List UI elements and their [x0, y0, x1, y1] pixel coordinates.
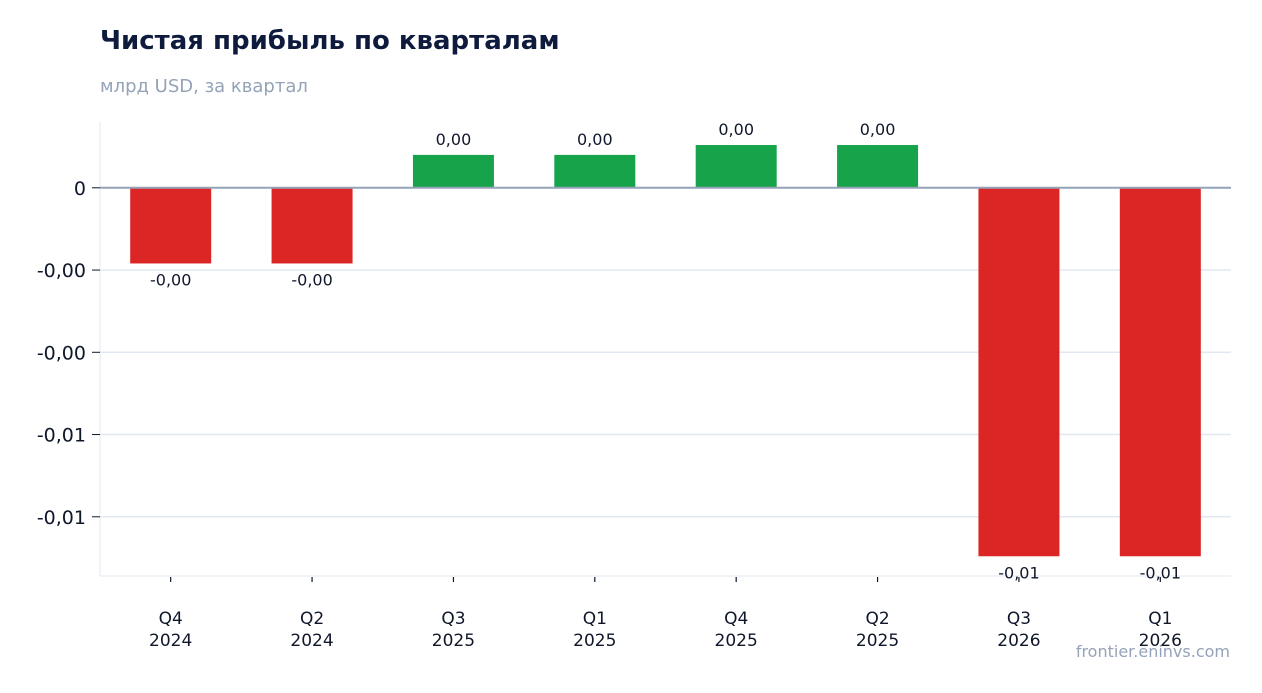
- y-tick-label: -0,00: [37, 342, 86, 364]
- x-tick-label-year: 2026: [997, 631, 1040, 651]
- x-tick-label-year: 2024: [290, 631, 333, 651]
- y-tick-label: -0,00: [37, 260, 86, 282]
- data-label: -0,01: [1140, 563, 1181, 582]
- bar: [837, 145, 919, 188]
- x-tick-label-year: 2025: [573, 631, 616, 651]
- chart-title: Чистая прибыль по кварталам: [100, 26, 560, 56]
- x-tick-label-quarter: Q1: [583, 609, 607, 629]
- x-tick-label-quarter: Q2: [300, 609, 324, 629]
- x-tick-label-year: 2025: [715, 631, 758, 651]
- x-tick-label-quarter: Q4: [724, 609, 748, 629]
- data-label: 0,00: [718, 120, 754, 139]
- y-tick-label: -0,01: [37, 507, 86, 529]
- x-tick-label-quarter: Q4: [159, 609, 183, 629]
- bar: [130, 187, 212, 264]
- source-label: frontier.eninvs.com: [1075, 642, 1230, 661]
- data-label: -0,00: [150, 270, 191, 289]
- x-tick-label-year: 2024: [149, 631, 192, 651]
- y-tick-label: -0,01: [37, 425, 86, 447]
- data-label: 0,00: [860, 120, 896, 139]
- x-tick-label-quarter: Q3: [441, 609, 465, 629]
- bar: [271, 187, 353, 264]
- data-label: -0,00: [291, 270, 332, 289]
- bar: [412, 154, 494, 188]
- bar: [978, 187, 1060, 557]
- data-label: 0,00: [436, 130, 472, 149]
- x-tick-label-year: 2025: [432, 631, 475, 651]
- data-label: -0,01: [998, 563, 1039, 582]
- x-tick-label-year: 2026: [1139, 631, 1182, 651]
- data-label: 0,00: [577, 130, 613, 149]
- bar: [554, 154, 636, 188]
- y-tick-label: 0: [74, 178, 86, 200]
- x-tick-label-year: 2025: [856, 631, 899, 651]
- bar: [695, 145, 777, 188]
- chart-subtitle: млрд USD, за квартал: [100, 76, 308, 97]
- x-tick-label-quarter: Q1: [1148, 609, 1172, 629]
- x-tick-label-quarter: Q2: [865, 609, 889, 629]
- x-tick-label-quarter: Q3: [1007, 609, 1031, 629]
- bar: [1119, 187, 1201, 557]
